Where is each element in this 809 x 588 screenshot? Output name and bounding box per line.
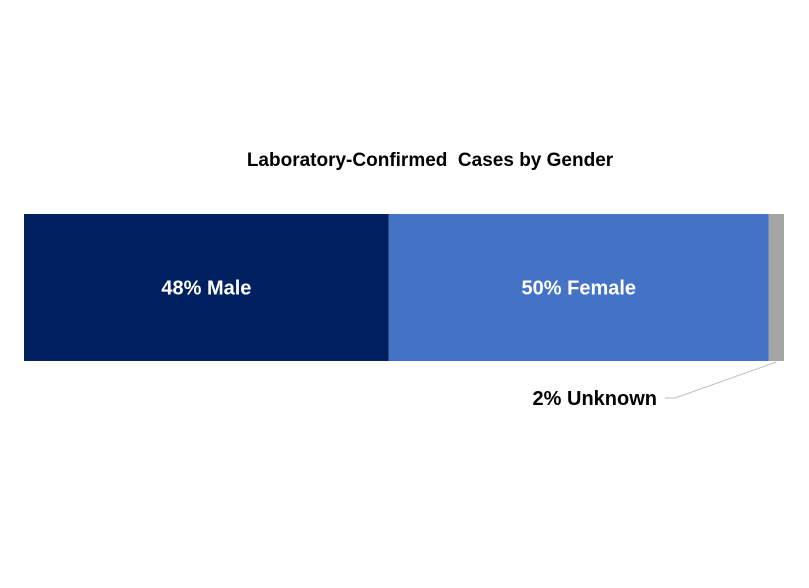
data-label-male: 48% Male (161, 278, 251, 300)
data-label-unknown: 2% Unknown (533, 388, 657, 410)
bar-segment-female (388, 214, 769, 361)
bars-layer (24, 214, 784, 361)
bar-segment-unknown (768, 214, 784, 361)
data-label-female: 50% Female (522, 278, 637, 300)
bar-segment-male (24, 214, 389, 361)
chart-title: Laboratory-Confirmed Cases by Gender (246, 150, 614, 171)
labels-layer: 48% Male 50% Female 2% Unknown (161, 278, 777, 410)
leader-line-unknown (665, 361, 777, 399)
